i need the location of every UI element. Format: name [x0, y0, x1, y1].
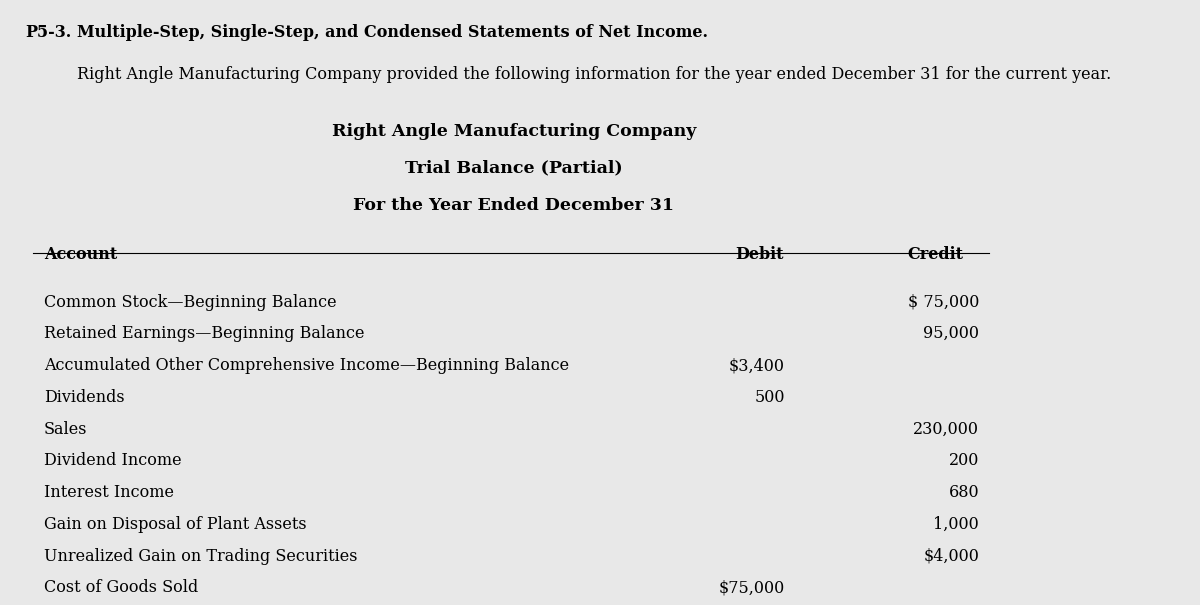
- Text: For the Year Ended December 31: For the Year Ended December 31: [354, 197, 674, 214]
- Text: 1,000: 1,000: [934, 516, 979, 533]
- Text: Interest Income: Interest Income: [43, 484, 174, 501]
- Text: $ 75,000: $ 75,000: [907, 293, 979, 310]
- Text: Multiple-Step, Single-Step, and Condensed Statements of Net Income.: Multiple-Step, Single-Step, and Condense…: [78, 24, 708, 41]
- Text: Debit: Debit: [736, 246, 784, 263]
- Text: Credit: Credit: [907, 246, 964, 263]
- Text: Right Angle Manufacturing Company: Right Angle Manufacturing Company: [331, 123, 696, 140]
- Text: 500: 500: [755, 389, 785, 406]
- Text: Unrealized Gain on Trading Securities: Unrealized Gain on Trading Securities: [43, 548, 358, 564]
- Text: $4,000: $4,000: [923, 548, 979, 564]
- Text: Trial Balance (Partial): Trial Balance (Partial): [406, 160, 623, 177]
- Text: Gain on Disposal of Plant Assets: Gain on Disposal of Plant Assets: [43, 516, 306, 533]
- Text: $3,400: $3,400: [728, 357, 785, 374]
- Text: 230,000: 230,000: [913, 420, 979, 437]
- Text: Right Angle Manufacturing Company provided the following information for the yea: Right Angle Manufacturing Company provid…: [78, 66, 1111, 83]
- Text: Sales: Sales: [43, 420, 88, 437]
- Text: Accumulated Other Comprehensive Income—Beginning Balance: Accumulated Other Comprehensive Income—B…: [43, 357, 569, 374]
- Text: $75,000: $75,000: [719, 580, 785, 597]
- Text: Dividends: Dividends: [43, 389, 125, 406]
- Text: Common Stock—Beginning Balance: Common Stock—Beginning Balance: [43, 293, 336, 310]
- Text: Account: Account: [43, 246, 116, 263]
- Text: Cost of Goods Sold: Cost of Goods Sold: [43, 580, 198, 597]
- Text: P5-3.: P5-3.: [25, 24, 72, 41]
- Text: 200: 200: [949, 453, 979, 469]
- Text: Dividend Income: Dividend Income: [43, 453, 181, 469]
- Text: Retained Earnings—Beginning Balance: Retained Earnings—Beginning Balance: [43, 325, 364, 342]
- Text: 95,000: 95,000: [923, 325, 979, 342]
- Text: 680: 680: [948, 484, 979, 501]
